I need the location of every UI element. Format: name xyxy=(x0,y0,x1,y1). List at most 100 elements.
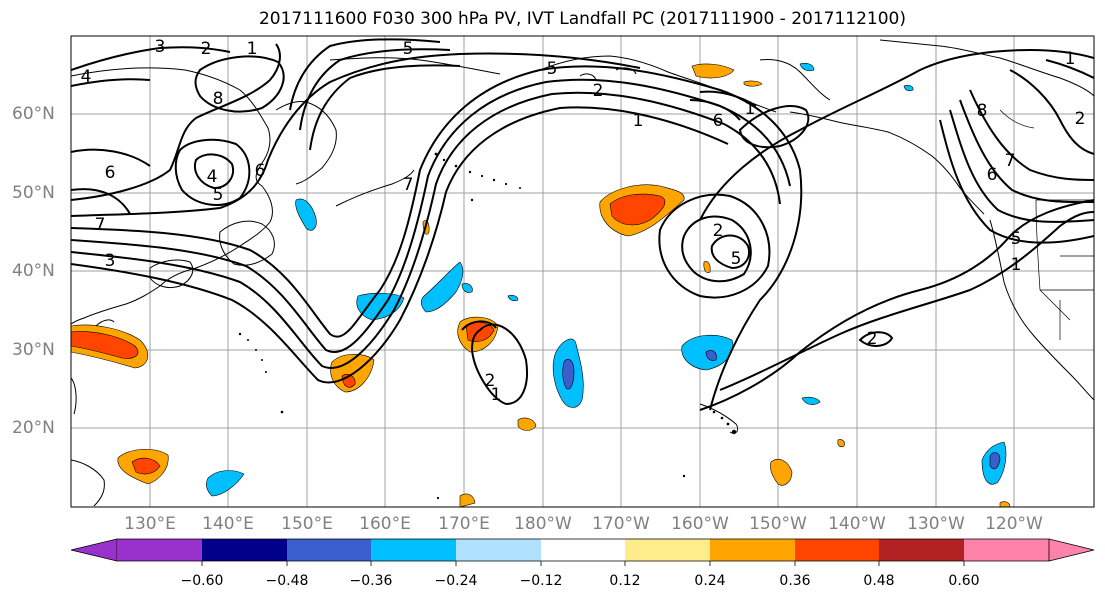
contour-label: 1 xyxy=(1011,255,1022,275)
contour-label: 2 xyxy=(485,371,496,391)
lon-label-140w: 140°W xyxy=(828,514,886,534)
ivt-positive-area xyxy=(703,261,711,273)
colorbar-ticks xyxy=(201,561,965,566)
lat-label-30n: 30°N xyxy=(12,340,55,360)
contour-label: 2 xyxy=(593,81,604,101)
ivt-positive-core xyxy=(131,457,161,475)
contour-label: 1 xyxy=(247,39,258,59)
coastlines xyxy=(71,39,1094,507)
ivt-positive-area xyxy=(459,493,476,507)
ivt-negative-area xyxy=(461,283,473,293)
lat-label-20n: 20°N xyxy=(12,418,55,438)
pv-contours xyxy=(71,38,1094,411)
contour-label: 6 xyxy=(987,165,998,185)
map-title: 2017111600 F030 300 hPa PV, IVT Landfall… xyxy=(258,9,906,29)
colorbar-segment xyxy=(625,539,710,561)
lon-label-150e: 150°E xyxy=(281,514,333,534)
colorbar-tick-label: −0.60 xyxy=(180,573,224,589)
colorbar-segment xyxy=(964,539,1049,561)
ivt-positive-area xyxy=(999,501,1011,507)
colorbar-tick-label: −0.12 xyxy=(519,573,563,589)
lon-label-160w: 160°W xyxy=(671,514,729,534)
contour-label: 1 xyxy=(1065,49,1076,69)
ivt-positive-core xyxy=(71,331,139,359)
lon-label-120w: 120°W xyxy=(985,514,1043,534)
contour-label: 5 xyxy=(213,185,224,205)
contour-label: 1 xyxy=(491,385,502,405)
ivt-positive-area xyxy=(691,63,735,79)
contour-label: 4 xyxy=(207,167,218,187)
lat-label-40n: 40°N xyxy=(12,261,55,281)
colorbar-tick-label: 0.48 xyxy=(863,573,895,589)
ivt-positive-area xyxy=(770,459,793,486)
contour-label: 8 xyxy=(977,101,988,121)
ivt-negative-area xyxy=(801,396,821,405)
colorbar xyxy=(70,538,1095,566)
contour-label: 2 xyxy=(713,221,724,241)
contour-label: 7 xyxy=(1005,151,1016,171)
colorbar-segment xyxy=(117,539,202,561)
colorbar-segment xyxy=(541,539,625,561)
ivt-negative-area xyxy=(507,294,519,302)
ivt-negative-core xyxy=(562,359,575,390)
contour-label: 5 xyxy=(403,39,414,59)
lon-label-180w: 180°W xyxy=(514,514,572,534)
ivt-shading xyxy=(71,62,1011,507)
colorbar-segment xyxy=(287,539,371,561)
colorbar-tick-label: 0.60 xyxy=(948,573,980,589)
lon-label-130w: 130°W xyxy=(907,514,965,534)
lon-label-160e: 160°E xyxy=(359,514,411,534)
colorbar-segment xyxy=(456,539,541,561)
contour-label: 3 xyxy=(105,251,116,271)
ivt-positive-area xyxy=(837,439,845,448)
contour-label: 6 xyxy=(713,111,724,131)
lon-label-150w: 150°W xyxy=(749,514,807,534)
colorbar-tick-label: 0.12 xyxy=(609,573,641,589)
lon-label-130e: 130°E xyxy=(124,514,176,534)
lon-label-140e: 140°E xyxy=(202,514,254,534)
contour-label: 8 xyxy=(213,89,224,109)
colorbar-tick-label: 0.24 xyxy=(694,573,726,589)
map-plot-area: 3 2 1 4 8 6 7 5 4 5 6 7 3 5 1 2 6 2 5 2 … xyxy=(71,36,1094,507)
map-frame xyxy=(70,35,1095,508)
ivt-negative-area xyxy=(799,62,815,72)
islands xyxy=(238,152,737,500)
contour-label: 5 xyxy=(1011,229,1022,249)
colorbar-tick-label: −0.24 xyxy=(434,573,478,589)
ivt-positive-core xyxy=(609,193,666,226)
lon-label-170w: 170°W xyxy=(592,514,650,534)
contour-label: 7 xyxy=(95,215,106,235)
contour-label: 6 xyxy=(105,163,116,183)
ivt-negative-area xyxy=(295,198,317,231)
contour-label: 6 xyxy=(255,161,266,181)
colorbar-tick-label: −0.36 xyxy=(349,573,393,589)
contour-label: 5 xyxy=(547,59,558,79)
colorbar-segment xyxy=(710,539,795,561)
contour-label: 1 xyxy=(633,111,644,131)
ivt-negative-core xyxy=(989,452,1001,470)
contour-label: 2 xyxy=(1075,109,1086,129)
ivt-positive-area xyxy=(743,80,763,87)
colorbar-tick-label: −0.48 xyxy=(265,573,309,589)
colorbar-segment xyxy=(879,539,964,561)
lon-label-170e: 170°E xyxy=(438,514,490,534)
lat-label-60n: 60°N xyxy=(12,104,55,124)
ivt-positive-area xyxy=(517,417,537,431)
contour-label: 5 xyxy=(731,249,742,269)
contour-label: 3 xyxy=(155,37,166,57)
colorbar-segment xyxy=(795,539,879,561)
contour-label: 2 xyxy=(867,329,878,349)
contour-labels: 3 2 1 4 8 6 7 5 4 5 6 7 3 5 1 2 6 2 5 2 … xyxy=(81,37,1086,405)
ivt-negative-area xyxy=(356,292,405,321)
ivt-negative-core xyxy=(705,350,717,361)
lat-label-50n: 50°N xyxy=(12,183,55,203)
colorbar-tick-label: 0.36 xyxy=(779,573,811,589)
ivt-negative-area xyxy=(420,261,464,313)
colorbar-extend-min xyxy=(70,538,118,562)
contour-label: 7 xyxy=(403,175,414,195)
contour-label: 4 xyxy=(81,67,92,87)
colorbar-segment xyxy=(371,539,456,561)
colorbar-segment xyxy=(202,539,287,561)
colorbar-extend-max xyxy=(1048,538,1095,562)
